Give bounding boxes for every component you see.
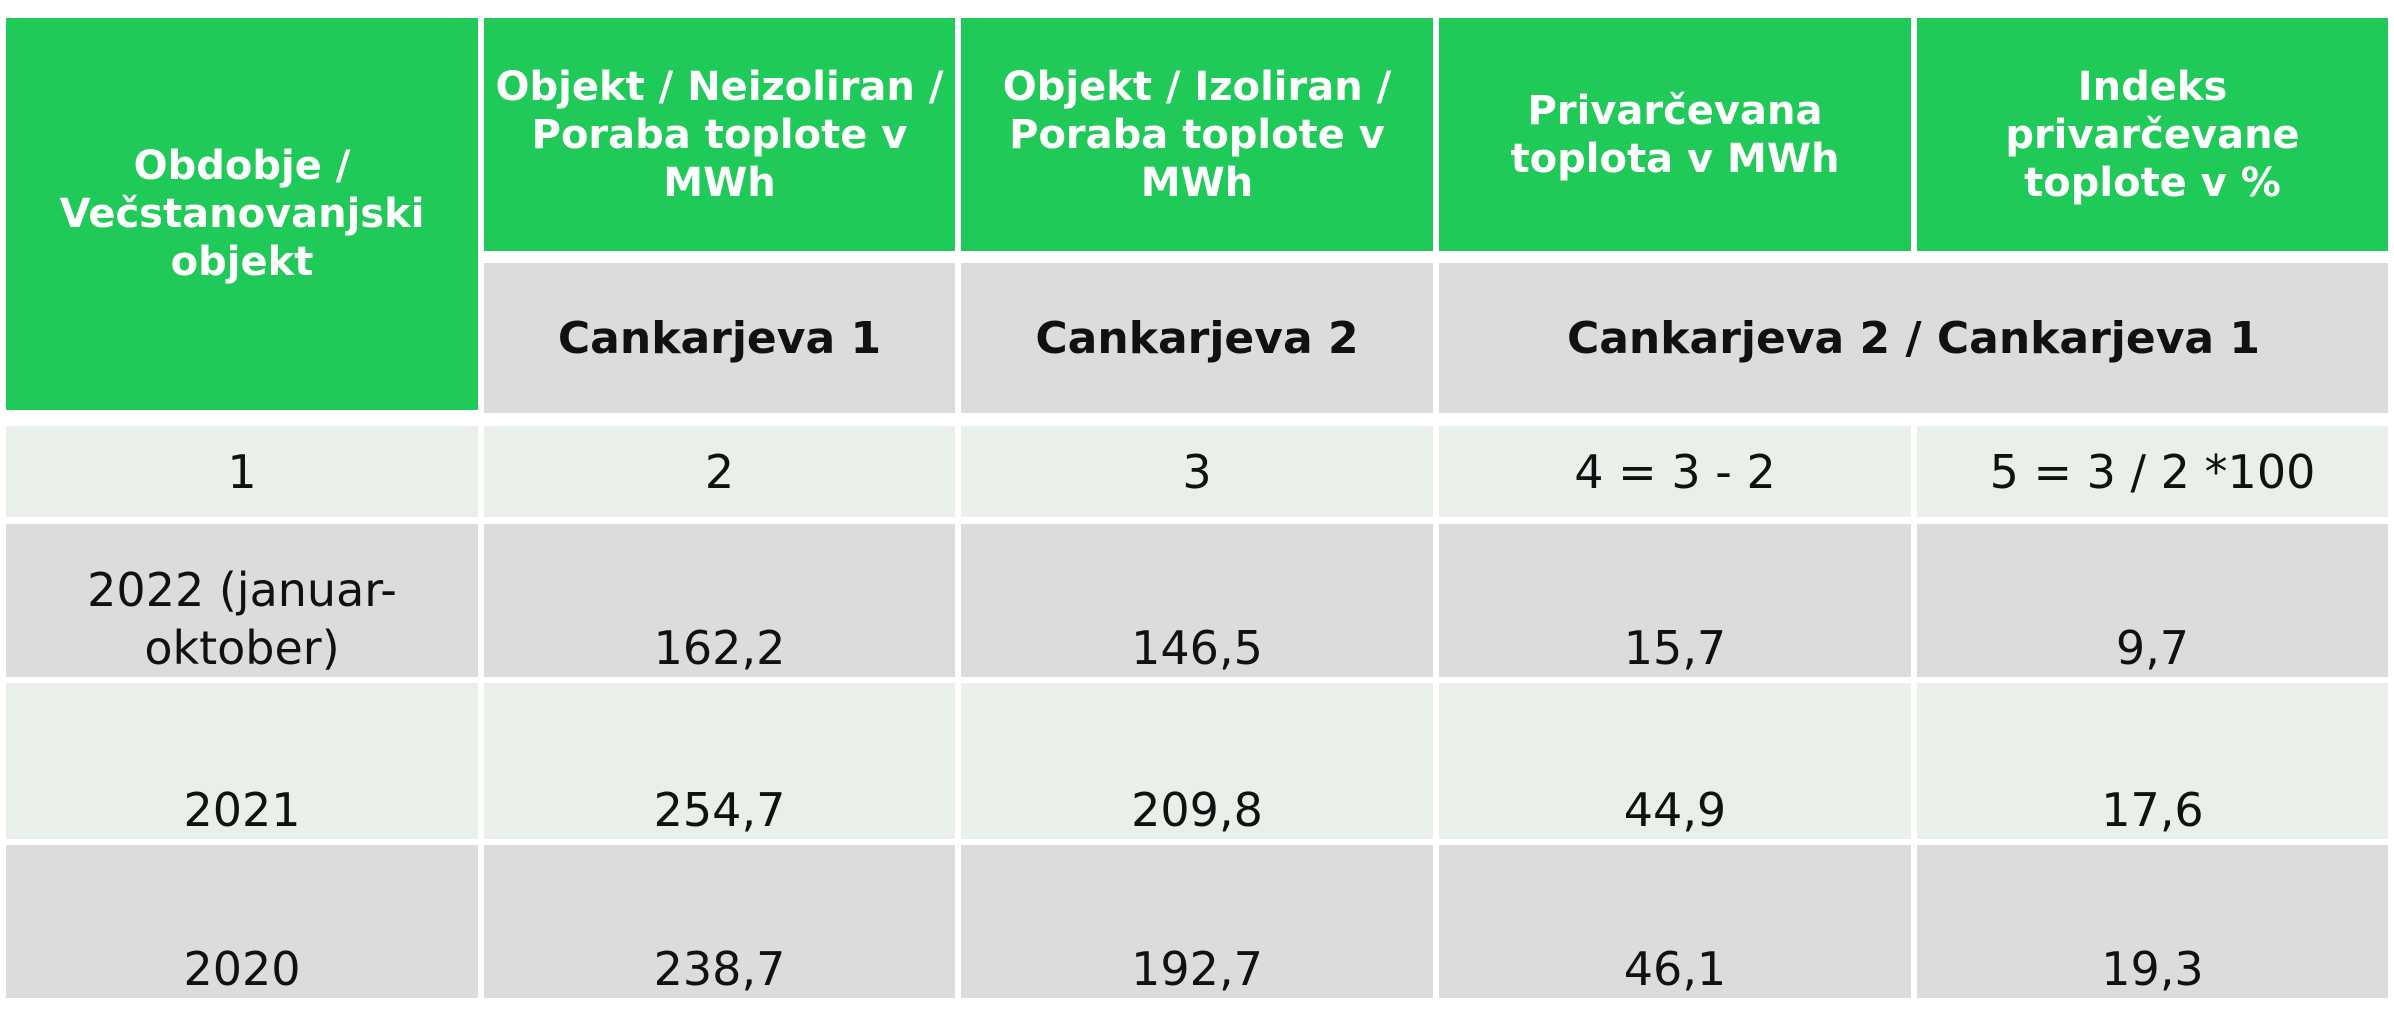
data-cell: 9,7 <box>1917 524 2388 677</box>
sub-header: Cankarjeva 2 <box>961 263 1433 413</box>
index-cell: 4 = 3 - 2 <box>1439 426 1911 517</box>
sub-header: Cankarjeva 1 <box>484 263 955 413</box>
index-cell: 2 <box>484 426 955 517</box>
column-header: Obdobje / Večstanovanjski objekt <box>6 18 478 410</box>
data-cell: 238,7 <box>484 845 955 998</box>
index-cell: 5 = 3 / 2 *100 <box>1917 426 2388 517</box>
data-cell: 15,7 <box>1439 524 1911 677</box>
data-cell: 2022 (januar-oktober) <box>6 524 478 677</box>
column-header: Objekt / Izoliran / Poraba toplote v MWh <box>961 18 1433 251</box>
column-header: Objekt / Neizoliran / Poraba toplote v M… <box>484 18 955 251</box>
data-cell: 162,2 <box>484 524 955 677</box>
index-cell: 1 <box>6 426 478 517</box>
column-header: Indeks privarčevane toplote v % <box>1917 18 2388 251</box>
data-cell: 19,3 <box>1917 845 2388 998</box>
data-cell: 146,5 <box>961 524 1433 677</box>
data-cell: 44,9 <box>1439 683 1911 839</box>
index-cell: 3 <box>961 426 1433 517</box>
data-cell: 46,1 <box>1439 845 1911 998</box>
data-cell: 254,7 <box>484 683 955 839</box>
data-cell: 209,8 <box>961 683 1433 839</box>
sub-header: Cankarjeva 2 / Cankarjeva 1 <box>1439 263 2388 413</box>
data-cell: 17,6 <box>1917 683 2388 839</box>
data-cell: 2020 <box>6 845 478 998</box>
data-cell: 192,7 <box>961 845 1433 998</box>
data-cell: 2021 <box>6 683 478 839</box>
column-header: Privarčevana toplota v MWh <box>1439 18 1911 251</box>
